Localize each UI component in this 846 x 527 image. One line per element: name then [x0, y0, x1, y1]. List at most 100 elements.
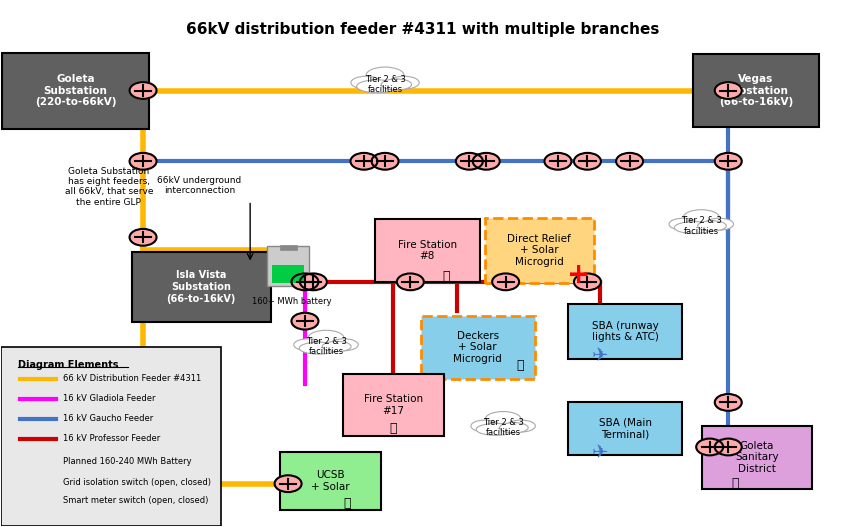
Text: Direct Relief
+ Solar
Microgrid: Direct Relief + Solar Microgrid: [508, 234, 571, 267]
FancyBboxPatch shape: [375, 219, 480, 282]
Text: UCSB
+ Solar: UCSB + Solar: [311, 470, 349, 492]
Ellipse shape: [322, 341, 351, 352]
Text: 16 kV Professor Feeder: 16 kV Professor Feeder: [63, 434, 160, 443]
FancyBboxPatch shape: [702, 426, 811, 489]
Circle shape: [129, 153, 157, 170]
Ellipse shape: [294, 339, 322, 350]
Ellipse shape: [705, 218, 733, 230]
FancyBboxPatch shape: [693, 54, 819, 127]
Circle shape: [371, 153, 398, 170]
Text: SBA (runway
lights & ATC): SBA (runway lights & ATC): [592, 321, 659, 343]
Circle shape: [397, 274, 424, 290]
Text: 66kV distribution feeder #4311 with multiple branches: 66kV distribution feeder #4311 with mult…: [186, 22, 660, 37]
Text: 16 kV Gaucho Feeder: 16 kV Gaucho Feeder: [63, 414, 153, 423]
Circle shape: [14, 474, 39, 490]
FancyBboxPatch shape: [569, 304, 682, 359]
Text: Tier 2 & 3
facilities: Tier 2 & 3 facilities: [483, 418, 524, 437]
Text: Goleta
Substation
(220-to-66kV): Goleta Substation (220-to-66kV): [35, 74, 117, 107]
Ellipse shape: [684, 210, 719, 225]
Circle shape: [129, 82, 157, 99]
Text: Goleta
Sanitary
District: Goleta Sanitary District: [735, 441, 778, 474]
FancyBboxPatch shape: [280, 452, 381, 510]
FancyBboxPatch shape: [24, 460, 43, 471]
Circle shape: [574, 274, 601, 290]
Text: Goleta Substation
has eight feeders,
all 66kV, that serve
the entire GLP: Goleta Substation has eight feeders, all…: [64, 167, 153, 207]
Circle shape: [275, 475, 301, 492]
Ellipse shape: [389, 76, 420, 89]
Text: Tier 2 & 3
facilities: Tier 2 & 3 facilities: [305, 337, 347, 356]
Circle shape: [715, 82, 742, 99]
Text: Tier 2 & 3
facilities: Tier 2 & 3 facilities: [365, 75, 405, 94]
FancyBboxPatch shape: [569, 403, 682, 455]
Text: 🏠: 🏠: [343, 497, 351, 510]
Circle shape: [473, 153, 500, 170]
Circle shape: [492, 274, 519, 290]
FancyBboxPatch shape: [485, 218, 594, 283]
Circle shape: [292, 313, 318, 329]
Ellipse shape: [351, 76, 382, 89]
Text: 🔥: 🔥: [390, 422, 398, 435]
FancyBboxPatch shape: [421, 316, 535, 379]
Circle shape: [545, 153, 571, 170]
Ellipse shape: [330, 339, 359, 350]
Circle shape: [350, 153, 377, 170]
Circle shape: [36, 493, 60, 508]
Circle shape: [14, 493, 39, 508]
FancyBboxPatch shape: [272, 265, 304, 282]
Text: Diagram Elements: Diagram Elements: [19, 360, 118, 370]
Ellipse shape: [674, 222, 714, 233]
FancyBboxPatch shape: [343, 374, 444, 436]
Ellipse shape: [476, 424, 516, 435]
FancyBboxPatch shape: [2, 347, 221, 525]
Text: Grid isolation switch (open, closed): Grid isolation switch (open, closed): [63, 477, 211, 486]
Ellipse shape: [698, 221, 727, 231]
FancyBboxPatch shape: [267, 247, 309, 286]
Circle shape: [36, 474, 60, 490]
Text: Deckers
+ Solar
Microgrid: Deckers + Solar Microgrid: [453, 331, 503, 364]
Circle shape: [715, 153, 742, 170]
Circle shape: [299, 274, 327, 290]
Text: +: +: [568, 261, 591, 289]
Circle shape: [616, 153, 643, 170]
Text: 16 kV Gladiola Feeder: 16 kV Gladiola Feeder: [63, 394, 156, 403]
Circle shape: [574, 153, 601, 170]
Text: 66 kV Distribution Feeder #4311: 66 kV Distribution Feeder #4311: [63, 374, 201, 383]
Text: 💧: 💧: [731, 477, 739, 490]
FancyBboxPatch shape: [132, 252, 271, 323]
Text: Vegas
Substation
(66-to-16kV): Vegas Substation (66-to-16kV): [719, 74, 794, 107]
Ellipse shape: [357, 80, 398, 93]
Circle shape: [715, 394, 742, 411]
Circle shape: [696, 438, 723, 455]
Ellipse shape: [382, 79, 412, 90]
Ellipse shape: [308, 330, 344, 346]
Text: Fire Station
#17: Fire Station #17: [364, 394, 423, 416]
Ellipse shape: [507, 420, 536, 432]
Circle shape: [456, 153, 483, 170]
Circle shape: [715, 438, 742, 455]
FancyBboxPatch shape: [2, 53, 150, 129]
Text: Isla Vista
Substation
(66-to-16kV): Isla Vista Substation (66-to-16kV): [167, 270, 236, 304]
Text: Smart meter switch (open, closed): Smart meter switch (open, closed): [63, 496, 208, 505]
Ellipse shape: [669, 218, 698, 230]
Text: Fire Station
#8: Fire Station #8: [398, 240, 457, 261]
Text: 160+ MWh battery: 160+ MWh battery: [252, 297, 332, 306]
Circle shape: [292, 274, 318, 290]
Ellipse shape: [299, 342, 338, 354]
Text: Planned 160-240 MWh Battery: Planned 160-240 MWh Battery: [63, 456, 191, 466]
Ellipse shape: [366, 67, 404, 84]
FancyBboxPatch shape: [28, 447, 39, 452]
Text: 🏢: 🏢: [516, 359, 524, 372]
Circle shape: [129, 229, 157, 246]
Ellipse shape: [471, 420, 499, 432]
Text: Tier 2 & 3
facilities: Tier 2 & 3 facilities: [681, 216, 722, 236]
FancyBboxPatch shape: [19, 448, 48, 474]
FancyBboxPatch shape: [280, 245, 296, 250]
Text: 66kV underground
interconnection: 66kV underground interconnection: [157, 176, 242, 196]
Text: 🔥: 🔥: [442, 270, 449, 282]
Text: SBA (Main
Terminal): SBA (Main Terminal): [599, 418, 652, 440]
Ellipse shape: [499, 423, 528, 433]
Ellipse shape: [486, 412, 521, 427]
Text: ✈: ✈: [592, 346, 608, 365]
Text: ✈: ✈: [592, 443, 608, 462]
Circle shape: [129, 433, 157, 450]
